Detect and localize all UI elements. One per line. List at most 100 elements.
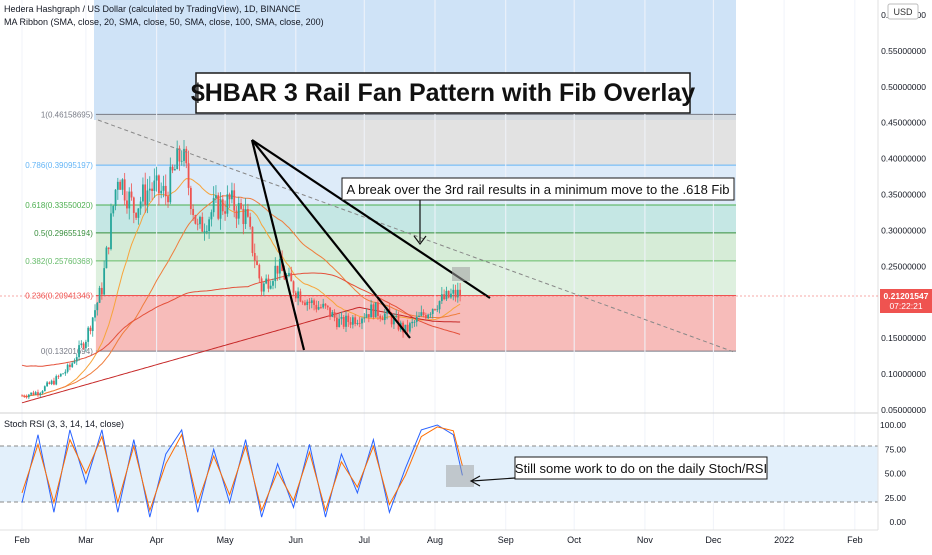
candle-body: [304, 302, 306, 306]
candle-body: [456, 289, 459, 298]
candle-body: [53, 380, 55, 385]
candle-body: [288, 272, 290, 277]
price-tick-10: 0.05000000: [881, 405, 926, 415]
candle-body: [313, 300, 315, 305]
time-tick-1: Mar: [78, 535, 94, 545]
candle-body: [418, 315, 420, 317]
currency-box[interactable]: [887, 3, 919, 20]
ma-50: [21, 195, 461, 398]
candle-body: [89, 327, 92, 332]
stoch-note-arrow: [471, 477, 516, 482]
candle-body: [272, 281, 274, 286]
candle-body: [326, 305, 329, 308]
time-axis-labels: Feb Mar Apr May Jun Jul Aug Sep Oct Nov Dec 2022 Feb: [14, 535, 862, 545]
candle-body: [415, 316, 418, 322]
candle-body: [160, 190, 163, 194]
price-badge: [880, 289, 932, 313]
candle-body: [436, 309, 439, 311]
candle-body: [183, 148, 185, 161]
price-tick-8: 0.15000000: [881, 333, 926, 343]
candle-body: [32, 392, 35, 395]
candle-body: [450, 293, 452, 298]
candle-body: [347, 315, 350, 323]
candle-body: [406, 324, 409, 332]
candle-body: [208, 219, 211, 232]
candle-body: [459, 289, 461, 296]
time-tick-2: Apr: [150, 535, 164, 545]
candle-body: [409, 323, 411, 332]
candle-body: [192, 209, 195, 216]
candle-body: [226, 194, 229, 214]
candle-body: [338, 318, 341, 328]
candle-body: [62, 373, 64, 375]
candle-body: [438, 301, 441, 310]
candle-body: [205, 231, 208, 232]
candle-body: [21, 395, 23, 397]
candle-body: [354, 317, 357, 324]
fib-label-2: 0.618(0.33550020): [25, 201, 93, 210]
candle-body: [196, 223, 199, 225]
break-note: A break over the 3rd rail results in a m…: [347, 182, 730, 197]
candle-body: [434, 309, 436, 310]
break-note-arrowhead: [413, 235, 427, 245]
candle-body: [233, 190, 236, 211]
candle-body: [258, 264, 261, 279]
candle-body: [260, 278, 263, 292]
candle-body: [215, 195, 217, 198]
candle-body: [185, 148, 188, 164]
candle-body: [377, 302, 379, 316]
candle-body: [41, 391, 44, 394]
fib-zone-3: [95, 232, 736, 261]
candle-body: [427, 314, 430, 319]
stoch-tick-2: 50.00: [885, 469, 907, 479]
candle-body: [201, 216, 204, 232]
time-tick-6: Aug: [427, 535, 443, 545]
stoch-axis-labels: 100.00 75.00 50.00 25.00 0.00: [880, 420, 906, 527]
candle-body: [217, 195, 220, 219]
time-tick-5: Jul: [359, 535, 371, 545]
candle-body: [242, 208, 245, 225]
candle-body: [231, 190, 233, 200]
candle-body: [146, 190, 149, 206]
price-axis[interactable]: [878, 0, 932, 550]
candle-body: [39, 393, 42, 395]
candle-body: [299, 291, 302, 302]
candle-body: [246, 209, 249, 217]
candle-body: [139, 201, 142, 209]
candle-body: [244, 209, 247, 225]
candle-body: [210, 212, 213, 220]
candle-body: [25, 396, 28, 398]
price-tick-9: 0.10000000: [881, 369, 926, 379]
candle-body: [349, 322, 352, 325]
candle-body: [151, 188, 153, 191]
candle-body: [361, 318, 363, 324]
stoch-lines: [21, 424, 463, 518]
candle-body: [290, 272, 293, 282]
candle-body: [96, 302, 99, 311]
candle-body: [142, 184, 144, 202]
candle-body: [189, 187, 192, 210]
candle-body: [87, 327, 90, 342]
candle-body: [128, 191, 131, 209]
candle-body: [112, 206, 115, 214]
candle-body: [443, 294, 446, 300]
candle-body: [84, 341, 87, 349]
price-tick-2: 0.50000000: [881, 82, 926, 92]
fib-label-6: 0(0.13201694): [41, 347, 93, 356]
candle-body: [265, 278, 268, 284]
candle-body: [176, 148, 179, 170]
candle-body: [333, 312, 336, 318]
candle-body: [306, 301, 309, 306]
main-title: $HBAR 3 Rail Fan Pattern with Fib Overla…: [191, 79, 695, 107]
candle-body: [351, 317, 354, 325]
candle-body: [379, 315, 382, 319]
fib-label-5: 0.236(0.20941346): [25, 292, 93, 301]
candle-body: [253, 252, 256, 261]
candle-body: [269, 285, 272, 289]
candle-body: [454, 289, 457, 298]
candle-body: [315, 304, 318, 310]
candle-body: [80, 343, 83, 346]
candle-body: [301, 301, 304, 303]
candle-body: [27, 394, 30, 398]
